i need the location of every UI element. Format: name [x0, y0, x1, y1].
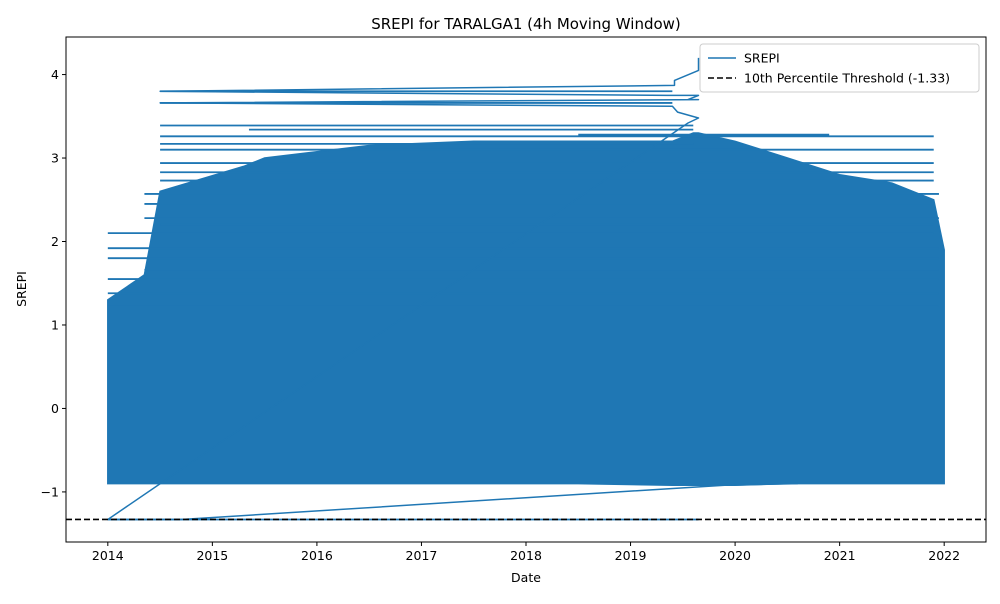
legend-label-1: 10th Percentile Threshold (-1.33) [744, 71, 950, 86]
y-tick-label: 3 [51, 151, 59, 166]
x-tick-label: 2015 [196, 548, 228, 563]
legend-box [699, 43, 980, 93]
x-tick-label: 2018 [510, 548, 542, 563]
y-axis-label: SREPI [14, 271, 29, 307]
legend-label-0: SREPI [744, 51, 780, 66]
x-tick-label: 2019 [615, 548, 647, 563]
x-tick-label: 2017 [406, 548, 438, 563]
y-tick-label: 1 [51, 317, 59, 332]
x-tick-label: 2021 [824, 548, 856, 563]
chart-title: SREPI for TARALGA1 (4h Moving Window) [371, 15, 681, 33]
x-axis-label: Date [511, 570, 541, 585]
y-tick-label: 4 [51, 67, 59, 82]
x-tick-label: 2020 [719, 548, 751, 563]
y-tick-label: 0 [51, 401, 59, 416]
y-tick-label: 2 [51, 234, 59, 249]
y-tick-label: −1 [41, 484, 59, 499]
srepi-dense-band [107, 132, 945, 486]
x-tick-label: 2022 [928, 548, 960, 563]
x-tick-label: 2014 [92, 548, 124, 563]
x-tick-label: 2016 [301, 548, 333, 563]
